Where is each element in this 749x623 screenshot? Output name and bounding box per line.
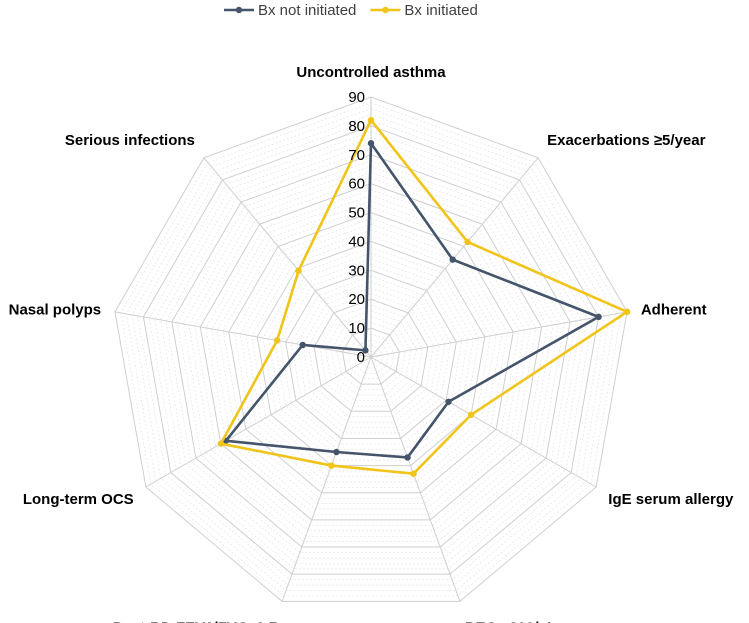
grid-ring-minor [273,258,469,450]
data-point-bx-initiated [464,238,471,246]
grid-spoke [370,311,628,358]
tick-label: 80 [348,118,365,135]
data-point-bx-initiated [273,337,281,344]
legend: Bx not initiated Bx initiated [224,2,478,19]
tick-label: 0 [357,349,365,366]
grid-ring-minor [262,246,480,461]
grid-spoke [281,356,372,602]
legend-label: Bx initiated [404,2,477,19]
grid-ring-major [114,96,628,602]
grid-ring-minor [177,160,565,542]
series-layer [217,116,631,477]
grid-ring-minor [239,223,503,483]
grid-ring-minor [245,229,497,477]
grid-ring-major [199,183,543,521]
tick-label: 60 [348,176,365,193]
series-line-bx-initiated [219,118,629,476]
grid-ring-minor [330,316,412,396]
grid-ring-minor [325,310,417,401]
grid-ring-major [256,240,486,467]
series-line-bx-not-initiated [224,141,600,459]
grid-ring-minor [296,281,446,428]
grid-ring-minor [251,235,491,472]
grid-ring-major [285,269,457,439]
category-label: IgE serum allergy [608,491,734,508]
grid-ring-major [142,125,600,575]
tick-label: 70 [348,147,365,164]
data-point-bx-not-initiated [595,313,602,321]
tick-label: 30 [348,262,365,279]
grid-spoke [370,356,597,488]
grid-ring-minor [160,142,582,559]
grid-ring-minor [302,287,440,423]
grid-ring-minor [165,148,577,553]
data-point-bx-initiated [467,411,475,418]
grid-ring-minor [308,293,434,418]
data-point-bx-initiated [367,116,375,124]
category-label: Nasal polyps [9,301,102,318]
grid-ring-minor [120,102,622,597]
grid-ring-major [342,327,400,385]
category-label: Uncontrolled asthma [296,64,446,81]
data-point-bx-initiated [328,462,335,469]
grid-ring-minor [364,350,378,363]
legend-marker [382,6,389,14]
grid-ring-minor [290,275,452,434]
grid-ring-major [313,298,429,412]
grid-ring-minor [319,304,423,407]
tick-label: 40 [348,233,365,250]
legend-item-bx-not-initiated[interactable]: Bx not initiated [224,2,356,19]
tick-label: 20 [348,291,365,308]
grid-spoke [203,157,372,358]
category-label: Long-term OCS [23,491,134,508]
data-point-bx-not-initiated [449,256,456,263]
radial-tick-labels: 0 10 20 30 40 50 60 70 80 90 [348,89,365,366]
grid-spoke [370,356,461,602]
grid-spoke [114,311,372,358]
grid-ring-minor [188,171,554,532]
grid-ring-major [171,154,571,548]
legend-item-bx-initiated[interactable]: Bx initiated [370,2,478,19]
tick-label: 10 [348,320,365,337]
grid-ring-minor [279,264,463,445]
data-point-bx-initiated [217,440,225,447]
grid-spoke [145,356,372,488]
grid-ring-major [228,212,514,494]
category-label: Adherent [641,301,707,318]
category-label: BEC >300/µL [465,619,557,623]
legend-label: Bx not initiated [258,2,356,19]
grid-ring-minor [125,108,617,591]
grid-ring-minor [131,113,611,586]
data-point-bx-not-initiated [362,347,369,354]
data-point-bx-not-initiated [445,398,452,405]
grid-ring-minor [137,119,605,580]
data-point-bx-initiated [623,308,631,316]
tick-label: 90 [348,89,365,106]
category-label: Exacerbations ≥5/year [547,132,705,149]
legend-marker [235,6,243,14]
grid-ring-minor [148,131,594,570]
grid-ring-minor [336,321,406,390]
data-point-bx-initiated [295,267,302,274]
category-label: Serious infections [65,132,195,149]
grid-ring-minor [211,194,531,510]
data-point-bx-not-initiated [299,341,306,349]
radar-grid [114,96,628,602]
category-label: Post-BD FEV1/FVC<0.7 [113,619,278,623]
category-labels: Uncontrolled asthma Exacerbations ≥5/year… [9,64,734,623]
data-point-bx-initiated [410,470,417,477]
data-point-bx-not-initiated [404,454,411,461]
data-point-bx-not-initiated [367,140,375,147]
grid-ring-minor [154,137,588,564]
tick-label: 50 [348,205,365,222]
data-point-bx-not-initiated [333,448,340,456]
grid-ring-minor [217,200,525,504]
